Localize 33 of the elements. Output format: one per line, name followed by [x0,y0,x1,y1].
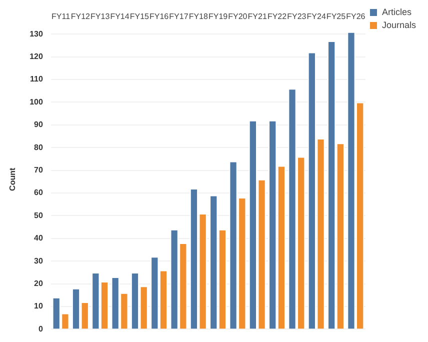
x-tick-label: FY22 [267,12,288,22]
y-tick-label: 30 [34,256,44,266]
y-tick-label: 80 [34,142,44,152]
x-tick-label: FY18 [188,12,208,22]
x-tick-label: FY16 [150,12,170,22]
x-tick-label: FY23 [287,12,307,22]
x-tick-label: FY14 [110,12,130,22]
y-tick-label: 130 [30,29,44,38]
x-tick-label: FY12 [70,12,91,22]
x-tick-label: FY17 [169,12,189,22]
y-tick-label: 20 [34,279,44,288]
x-tick-label: FY19 [208,12,228,22]
y-tick-label: 10 [34,302,44,311]
y-tick-label: 50 [34,210,44,220]
x-tick-label: FY15 [130,12,150,22]
y-tick-label: 120 [30,52,44,62]
y-tick-label: 40 [34,234,44,243]
x-tick-label: FY11 [52,12,71,22]
y-tick-label: 110 [30,74,44,84]
x-tick-label: FY25 [326,12,346,22]
y-tick-label: 0 [38,324,44,334]
legend-label: Journals [382,20,416,30]
y-tick-label: 60 [34,188,44,198]
y-tick-label: 100 [30,97,44,106]
x-tick-label: FY24 [306,12,326,22]
y-tick-label: 90 [34,120,44,130]
x-tick-label: FY21 [248,12,268,22]
y-axis-title: Count [8,168,18,191]
y-tick-label: 70 [34,166,44,175]
legend-label: Articles [382,6,412,17]
x-tick-label: FY13 [90,12,110,22]
x-tick-label: FY26 [346,12,366,22]
x-tick-label: FY20 [228,12,248,22]
